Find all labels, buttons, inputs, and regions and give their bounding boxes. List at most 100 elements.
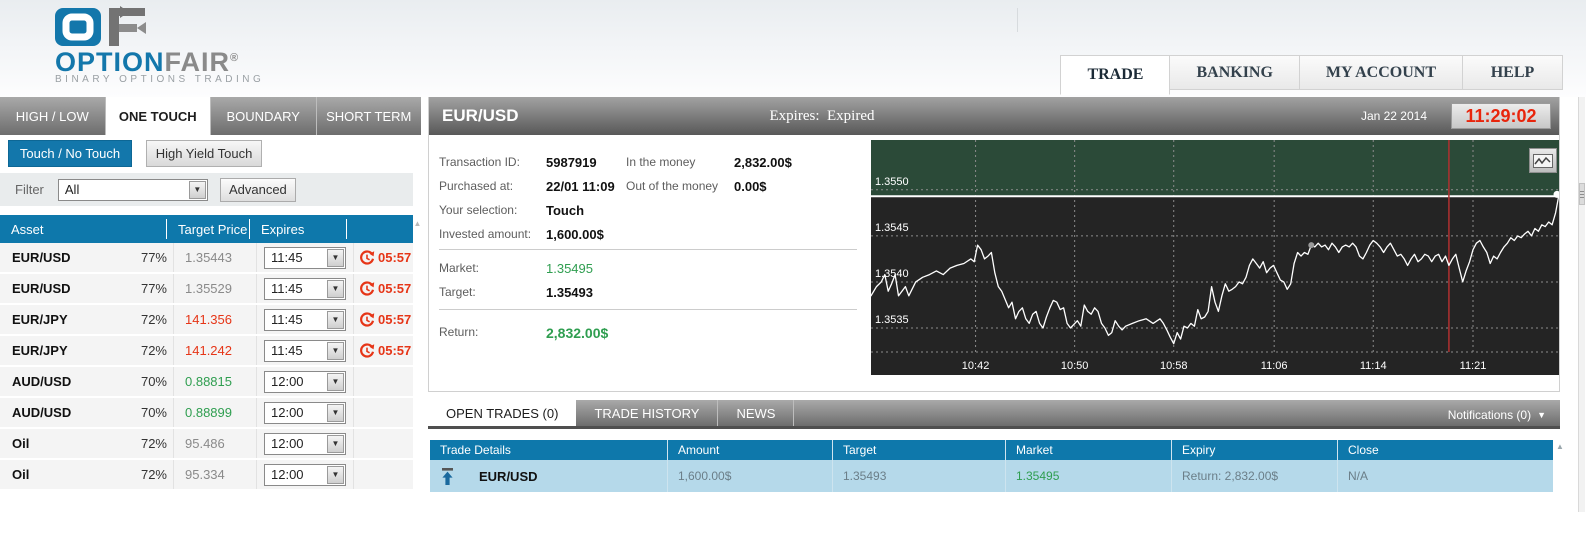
touch-subtabs: Touch / No Touch High Yield Touch <box>0 140 421 168</box>
filter-select[interactable]: All ▼ <box>57 178 208 201</box>
expires-value: Expired <box>827 107 875 124</box>
trades-tabbar: OPEN TRADES (0) TRADE HISTORY NEWS Notif… <box>428 400 1560 429</box>
open-trades-body: EUR/USD 1,600.00$ 1.35493 1.35495 Return: 2,… <box>430 460 1553 492</box>
nav-tab-trade[interactable]: TRADE <box>1060 55 1171 95</box>
expiry-select[interactable]: 12:00 ▼ <box>264 401 346 424</box>
svg-text:1.3540: 1.3540 <box>875 268 909 280</box>
asset-target-price: 141.242 <box>173 336 256 365</box>
trades-scroll-up-icon[interactable]: ▲ <box>1556 442 1564 451</box>
asset-row[interactable]: EUR/USD 77% 1.35529 11:45 ▼ 05:57 <box>0 274 413 305</box>
current-date: Jan 22 2014 <box>1360 109 1427 123</box>
expiry-select[interactable]: 11:45 ▼ <box>264 246 346 269</box>
top-nav: TRADE BANKING MY ACCOUNT HELP <box>1060 55 1563 95</box>
expires-column-header: Expires <box>250 219 347 239</box>
chevron-down-icon[interactable]: ▼ <box>188 180 206 199</box>
asset-table-body: EUR/USD 77% 1.35443 11:45 ▼ 05:57 EUR/USD 77% 1.… <box>0 243 413 491</box>
nav-tab-my-account[interactable]: MY ACCOUNT <box>1299 55 1463 90</box>
asset-row[interactable]: AUD/USD 70% 0.88899 12:00 ▼ <box>0 398 413 429</box>
asset-row[interactable]: EUR/JPY 72% 141.356 11:45 ▼ 05:57 <box>0 305 413 336</box>
tab-news[interactable]: NEWS <box>718 400 795 426</box>
nav-tab-banking[interactable]: BANKING <box>1170 55 1300 90</box>
expiry-select-value: 12:00 <box>271 467 304 482</box>
expiry-select[interactable]: 12:00 ▼ <box>264 432 346 455</box>
chevron-down-icon[interactable]: ▼ <box>327 279 344 298</box>
open-trade-row[interactable]: EUR/USD 1,600.00$ 1.35493 1.35495 Return: 2,… <box>430 460 1553 492</box>
chevron-down-icon[interactable]: ▼ <box>327 248 344 267</box>
tab-short-term[interactable]: SHORT TERM <box>316 97 421 135</box>
tab-high-low[interactable]: HIGH / LOW <box>0 97 106 135</box>
trade-close: N/A <box>1348 469 1369 483</box>
chevron-down-icon[interactable]: ▼ <box>327 372 344 391</box>
notifications-toggle[interactable]: Notifications (0) ▼ <box>1448 400 1546 429</box>
trade-amount: 1,600.00$ <box>668 460 833 492</box>
expiry-select-value: 11:45 <box>271 281 303 296</box>
tab-boundary[interactable]: BOUNDARY <box>211 97 317 135</box>
svg-text:1.3535: 1.3535 <box>875 314 909 326</box>
expiry-select-value: 12:00 <box>271 374 304 389</box>
chevron-down-icon[interactable]: ▼ <box>327 465 344 484</box>
expiry-select[interactable]: 11:45 ▼ <box>264 277 346 300</box>
open-trades-table: Trade Details Amount Target Market Expir… <box>430 440 1553 492</box>
svg-text:11:06: 11:06 <box>1261 360 1288 372</box>
asset-table-scroll-up-icon[interactable]: ▲ <box>413 219 422 228</box>
chevron-down-icon[interactable]: ▼ <box>327 310 344 329</box>
asset-row[interactable]: Oil 72% 95.486 12:00 ▼ <box>0 429 413 460</box>
asset-payout: 72% <box>140 312 167 327</box>
details-divider <box>439 249 857 250</box>
nav-tab-help[interactable]: HELP <box>1463 55 1563 90</box>
brand-reg-mark: ® <box>230 52 240 64</box>
countdown-clock-icon <box>360 311 375 327</box>
tab-open-trades[interactable]: OPEN TRADES (0) <box>428 400 577 426</box>
countdown-cell: 05:57 <box>353 305 413 334</box>
tab-trade-history[interactable]: TRADE HISTORY <box>576 400 719 426</box>
filter-bar: Filter All ▼ Advanced <box>0 173 413 206</box>
asset-row[interactable]: Oil 72% 95.334 12:00 ▼ <box>0 460 413 491</box>
scrollbar-grip[interactable] <box>1579 183 1585 205</box>
svg-text:10:50: 10:50 <box>1061 360 1089 372</box>
brand-word-fair: FAIR <box>164 47 231 77</box>
optionfair-mark-icon <box>55 6 146 46</box>
chevron-down-icon[interactable]: ▼ <box>327 403 344 422</box>
page-scrollbar[interactable] <box>1578 97 1585 512</box>
market-column-header: Market <box>1006 440 1172 460</box>
touch-up-icon <box>442 467 453 485</box>
price-chart: 1.3550 1.3545 1.3540 1.3535 10:42 10:50 10:58 1… <box>871 140 1559 375</box>
advanced-button[interactable]: Advanced <box>219 177 296 202</box>
target-column-header: Target <box>833 440 1006 460</box>
chart-type-button[interactable] <box>1529 148 1557 173</box>
server-clock: 11:29:02 <box>1451 103 1551 129</box>
tab-one-touch[interactable]: ONE TOUCH <box>105 97 211 135</box>
target-value: 1.35493 <box>546 285 593 300</box>
transaction-id-label: Transaction ID: <box>439 155 520 169</box>
asset-name: AUD/USD <box>12 374 72 389</box>
asset-row[interactable]: EUR/JPY 72% 141.242 11:45 ▼ 05:57 <box>0 336 413 367</box>
expiry-select[interactable]: 11:45 ▼ <box>264 339 346 362</box>
filter-label: Filter <box>15 182 44 197</box>
expiry-select[interactable]: 12:00 ▼ <box>264 370 346 393</box>
trade-target: 1.35493 <box>833 460 1006 492</box>
chevron-down-icon[interactable]: ▼ <box>327 434 344 453</box>
expiry-select-value: 12:00 <box>271 436 304 451</box>
brand-logo[interactable]: OPTIONFAIR® BINARY OPTIONS TRADING <box>55 6 264 85</box>
asset-name: AUD/USD <box>12 405 72 420</box>
expiry-select[interactable]: 12:00 ▼ <box>264 463 346 486</box>
countdown-value: 05:57 <box>378 281 412 296</box>
countdown-clock-icon <box>360 249 375 265</box>
subtab-touch-no-touch[interactable]: Touch / No Touch <box>8 140 132 167</box>
countdown-cell <box>353 367 413 396</box>
invested-amount-label: Invested amount: <box>439 227 532 241</box>
chevron-down-icon[interactable]: ▼ <box>327 341 344 360</box>
subtab-high-yield-touch[interactable]: High Yield Touch <box>146 140 262 167</box>
asset-row[interactable]: AUD/USD 70% 0.88815 12:00 ▼ <box>0 367 413 398</box>
asset-target-price: 0.88899 <box>173 398 256 427</box>
countdown-value: 05:57 <box>378 250 412 265</box>
asset-name: Oil <box>12 436 30 451</box>
countdown-cell: 05:57 <box>353 274 413 303</box>
asset-row[interactable]: EUR/USD 77% 1.35443 11:45 ▼ 05:57 <box>0 243 413 274</box>
expiry-select[interactable]: 11:45 ▼ <box>264 308 346 331</box>
asset-target-price: 1.35529 <box>173 274 256 303</box>
trade-expiry: Return: 2,832.00$ <box>1172 460 1338 492</box>
countdown-clock-icon <box>360 280 375 296</box>
countdown-cell <box>353 398 413 427</box>
asset-payout: 70% <box>140 405 167 420</box>
